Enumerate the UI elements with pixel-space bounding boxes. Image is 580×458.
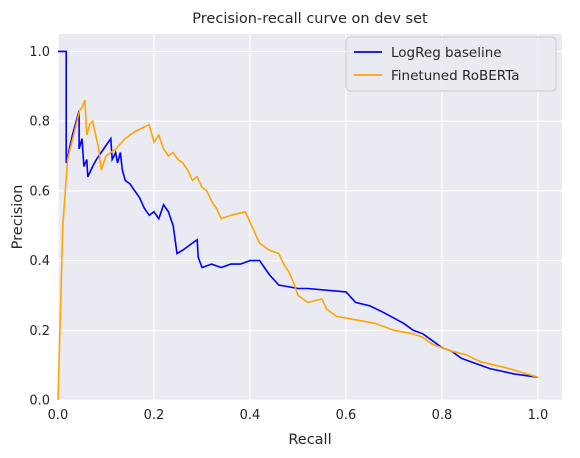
y-tick-labels: 0.0 0.2 0.4 0.6 0.8 1.0: [29, 45, 50, 409]
legend: LogReg baseline Finetuned RoBERTa: [345, 36, 557, 92]
legend-label-roberta: Finetuned RoBERTa: [391, 68, 519, 84]
chart-title: Precision-recall curve on dev set: [192, 11, 428, 27]
x-tick-label: 0.4: [240, 408, 261, 423]
series-line-logreg: [58, 50, 539, 379]
x-tick-labels: 0.0 0.2 0.4 0.6 0.8 1.0: [48, 408, 549, 423]
y-tick-label: 1.0: [29, 45, 50, 60]
y-tick-label: 0.0: [29, 394, 50, 409]
x-tick-label: 1.0: [528, 408, 549, 423]
y-tick-label: 0.2: [29, 324, 50, 339]
x-gridlines: [57, 34, 539, 400]
x-tick-label: 0.0: [48, 408, 69, 423]
legend-box: [345, 36, 557, 92]
y-axis-label: Precision: [10, 185, 26, 250]
y-tick-label: 0.8: [29, 115, 50, 130]
x-axis-label: Recall: [288, 432, 331, 448]
x-tick-label: 0.8: [432, 408, 453, 423]
plot-area: [58, 34, 562, 400]
series-layer: [57, 50, 539, 401]
y-tick-label: 0.4: [29, 254, 50, 269]
series-line-roberta: [57, 99, 539, 401]
x-tick-label: 0.2: [144, 408, 165, 423]
y-tick-label: 0.6: [29, 184, 50, 199]
legend-label-logreg: LogReg baseline: [391, 45, 502, 61]
x-tick-label: 0.6: [336, 408, 357, 423]
